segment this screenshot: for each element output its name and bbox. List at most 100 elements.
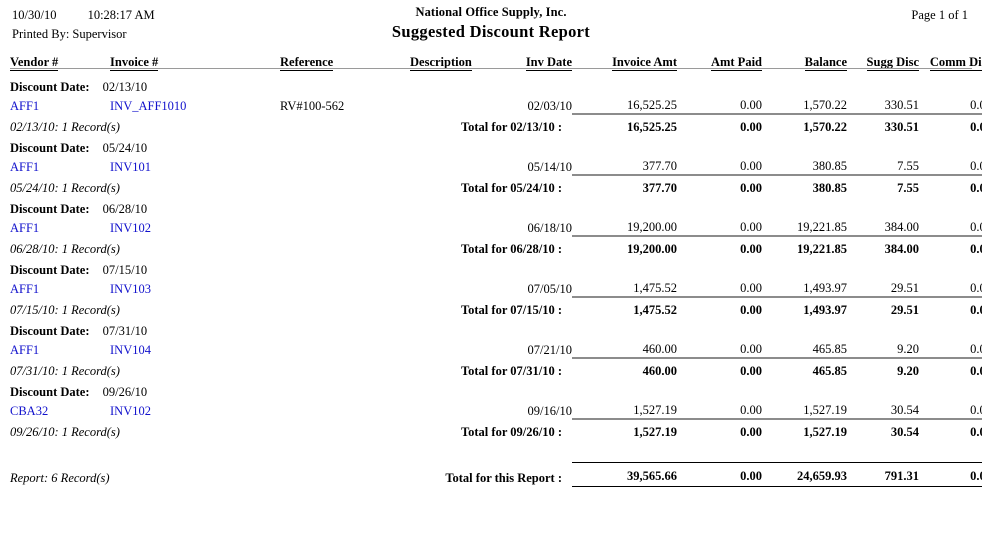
grand-total-balance: 24,659.93 <box>762 461 847 487</box>
reference-value <box>280 400 410 419</box>
report-record-count: Report: 6 Record(s) <box>10 471 110 485</box>
grand-total-invoice-amt: 39,565.66 <box>572 461 677 487</box>
discount-date-value: 07/15/10 <box>102 263 148 277</box>
column-header-inv-date: Inv Date <box>525 55 572 71</box>
balance-value: 1,570.22 <box>803 98 847 112</box>
column-header-balance: Balance <box>804 55 847 71</box>
inv-date-value: 06/18/10 <box>527 221 572 235</box>
table-row: AFF1 INV_AFF1010 RV#100-562 02/03/10 16,… <box>10 95 982 114</box>
subtotal-invoice-amt: 19,200.00 <box>572 235 677 257</box>
invoice-link[interactable]: INV103 <box>110 282 151 296</box>
subtotal-label: Total for 07/31/10 : <box>460 364 562 378</box>
subtotal-label: Total for 05/24/10 : <box>460 181 562 195</box>
group-header-row: Discount Date: 06/28/10 <box>10 196 982 217</box>
discount-date-value: 07/31/10 <box>102 324 148 338</box>
subtotal-comm-disc: 0.00 <box>919 235 982 257</box>
inv-date-value: 02/03/10 <box>527 99 572 113</box>
inv-date-value: 07/05/10 <box>527 282 572 296</box>
column-header-description: Description <box>410 55 472 71</box>
comm-disc-value: 0.00 <box>970 342 982 356</box>
comm-disc-value: 0.00 <box>970 98 982 112</box>
table-body: Vendor # Invoice # Reference Description… <box>10 48 982 487</box>
column-header-invoice: Invoice # <box>110 55 159 71</box>
invoice-link[interactable]: INV102 <box>110 404 151 418</box>
balance-value: 1,527.19 <box>803 403 847 417</box>
subtotal-sugg-disc: 29.51 <box>847 296 919 318</box>
grand-total-sugg-disc: 791.31 <box>847 461 919 487</box>
header-divider <box>10 68 972 69</box>
invoice-link[interactable]: INV104 <box>110 343 151 357</box>
header-left-block: 10/30/10 10:28:17 AM Printed By: Supervi… <box>12 6 155 44</box>
table-row: AFF1 INV101 05/14/10 377.70 0.00 380.85 … <box>10 156 982 175</box>
subtotal-sugg-disc: 9.20 <box>847 357 919 379</box>
reference-value <box>280 156 410 175</box>
group-subtotal-row: 07/15/10: 1 Record(s) Total for 07/15/10… <box>10 296 982 318</box>
group-header-row: Discount Date: 07/15/10 <box>10 257 982 278</box>
comm-disc-value: 0.00 <box>970 403 982 417</box>
grand-total-spacer <box>10 440 982 462</box>
description-value <box>410 95 482 114</box>
print-date: 10/30/10 <box>12 8 57 22</box>
invoice-link[interactable]: INV_AFF1010 <box>110 99 187 113</box>
subtotal-invoice-amt: 460.00 <box>572 357 677 379</box>
group-header-row: Discount Date: 02/13/10 <box>10 74 982 95</box>
group-subtotal-row: 05/24/10: 1 Record(s) Total for 05/24/10… <box>10 174 982 196</box>
inv-date-value: 05/14/10 <box>527 160 572 174</box>
printed-by: Printed By: Supervisor <box>12 27 127 41</box>
balance-value: 1,493.97 <box>803 281 847 295</box>
subtotal-sugg-disc: 7.55 <box>847 174 919 196</box>
description-value <box>410 156 482 175</box>
sugg-disc-value: 30.54 <box>890 403 919 417</box>
subtotal-invoice-amt: 16,525.25 <box>572 113 677 135</box>
subtotal-invoice-amt: 377.70 <box>572 174 677 196</box>
subtotal-comm-disc: 0.00 <box>919 174 982 196</box>
grand-total-amt-paid: 0.00 <box>677 461 762 487</box>
subtotal-label: Total for 09/26/10 : <box>460 425 562 439</box>
vendor-link[interactable]: AFF1 <box>10 343 40 357</box>
group-record-count: 02/13/10: 1 Record(s) <box>10 120 120 134</box>
subtotal-label: Total for 07/15/10 : <box>460 303 562 317</box>
grand-total-comm-disc: 0.00 <box>919 461 982 487</box>
group-header-row: Discount Date: 07/31/10 <box>10 318 982 339</box>
table-row: AFF1 INV104 07/21/10 460.00 0.00 465.85 … <box>10 339 982 358</box>
group-subtotal-row: 09/26/10: 1 Record(s) Total for 09/26/10… <box>10 418 982 440</box>
vendor-link[interactable]: AFF1 <box>10 282 40 296</box>
invoice-link[interactable]: INV102 <box>110 221 151 235</box>
vendor-link[interactable]: AFF1 <box>10 99 40 113</box>
reference-value <box>280 339 410 358</box>
amt-paid-value: 0.00 <box>740 159 762 173</box>
discount-report-table: Vendor # Invoice # Reference Description… <box>10 48 982 487</box>
subtotal-label: Total for 02/13/10 : <box>460 120 562 134</box>
vendor-link[interactable]: AFF1 <box>10 160 40 174</box>
print-time: 10:28:17 AM <box>87 8 155 22</box>
group-record-count: 07/15/10: 1 Record(s) <box>10 303 120 317</box>
group-subtotal-row: 06/28/10: 1 Record(s) Total for 06/28/10… <box>10 235 982 257</box>
grand-total-row: Report: 6 Record(s) Total for this Repor… <box>10 461 982 487</box>
subtotal-comm-disc: 0.00 <box>919 296 982 318</box>
column-header-reference: Reference <box>280 55 334 71</box>
vendor-link[interactable]: AFF1 <box>10 221 40 235</box>
subtotal-sugg-disc: 384.00 <box>847 235 919 257</box>
vendor-link[interactable]: CBA32 <box>10 404 49 418</box>
page-header: 10/30/10 10:28:17 AM Printed By: Supervi… <box>0 0 982 48</box>
invoice-amt-value: 16,525.25 <box>627 98 677 112</box>
discount-date-value: 05/24/10 <box>102 141 148 155</box>
subtotal-invoice-amt: 1,527.19 <box>572 418 677 440</box>
invoice-amt-value: 19,200.00 <box>627 220 677 234</box>
sugg-disc-value: 384.00 <box>884 220 919 234</box>
subtotal-comm-disc: 0.00 <box>919 357 982 379</box>
subtotal-balance: 1,493.97 <box>762 296 847 318</box>
subtotal-sugg-disc: 30.54 <box>847 418 919 440</box>
column-header-amt-paid: Amt Paid <box>710 55 762 71</box>
subtotal-sugg-disc: 330.51 <box>847 113 919 135</box>
sugg-disc-value: 9.20 <box>897 342 919 356</box>
description-value <box>410 339 482 358</box>
discount-date-cell: Discount Date: 05/24/10 <box>10 141 148 155</box>
subtotal-label: Total for 06/28/10 : <box>460 242 562 256</box>
invoice-amt-value: 377.70 <box>642 159 677 173</box>
subtotal-amt-paid: 0.00 <box>677 418 762 440</box>
amt-paid-value: 0.00 <box>740 220 762 234</box>
invoice-link[interactable]: INV101 <box>110 160 151 174</box>
group-record-count: 09/26/10: 1 Record(s) <box>10 425 120 439</box>
invoice-amt-value: 1,527.19 <box>633 403 677 417</box>
